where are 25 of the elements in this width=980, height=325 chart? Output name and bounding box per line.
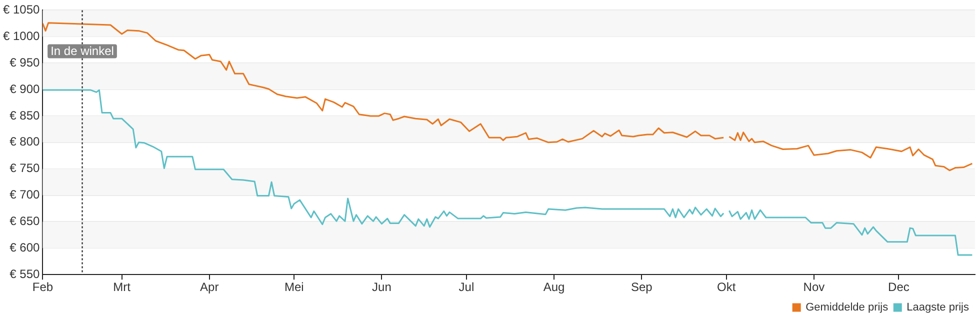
x-tick-label: Okt [717,280,736,294]
y-tick-label: € 1000 [3,28,40,43]
y-tick-label: € 850 [10,108,40,122]
legend-label: Gemiddelde prijs [806,302,889,314]
x-tick-label: Jul [458,280,474,294]
ref-line-label: In de winkel [50,44,114,58]
legend-label: Laagste prijs [906,302,970,314]
y-tick-label: € 1050 [3,2,40,17]
x-tick-label: Dec [888,280,910,294]
y-tick-label: € 650 [10,214,40,228]
y-tick-label: € 950 [10,55,40,70]
y-tick-label: € 550 [10,266,40,281]
y-tick-label: € 600 [10,240,40,254]
x-tick-label: Apr [200,280,219,294]
y-tick-label: € 700 [10,188,40,202]
y-tick-label: € 800 [10,134,40,149]
x-tick-label: Sep [630,280,653,294]
x-tick-label: Mrt [113,280,132,294]
x-tick-label: Jun [372,280,392,294]
x-tick-label: Nov [803,280,825,294]
y-tick-label: € 900 [10,82,40,96]
x-tick-label: Feb [32,280,54,294]
y-tick-label: € 750 [10,161,40,176]
x-tick-label: Aug [543,280,565,294]
x-tick-label: Mei [284,280,304,294]
